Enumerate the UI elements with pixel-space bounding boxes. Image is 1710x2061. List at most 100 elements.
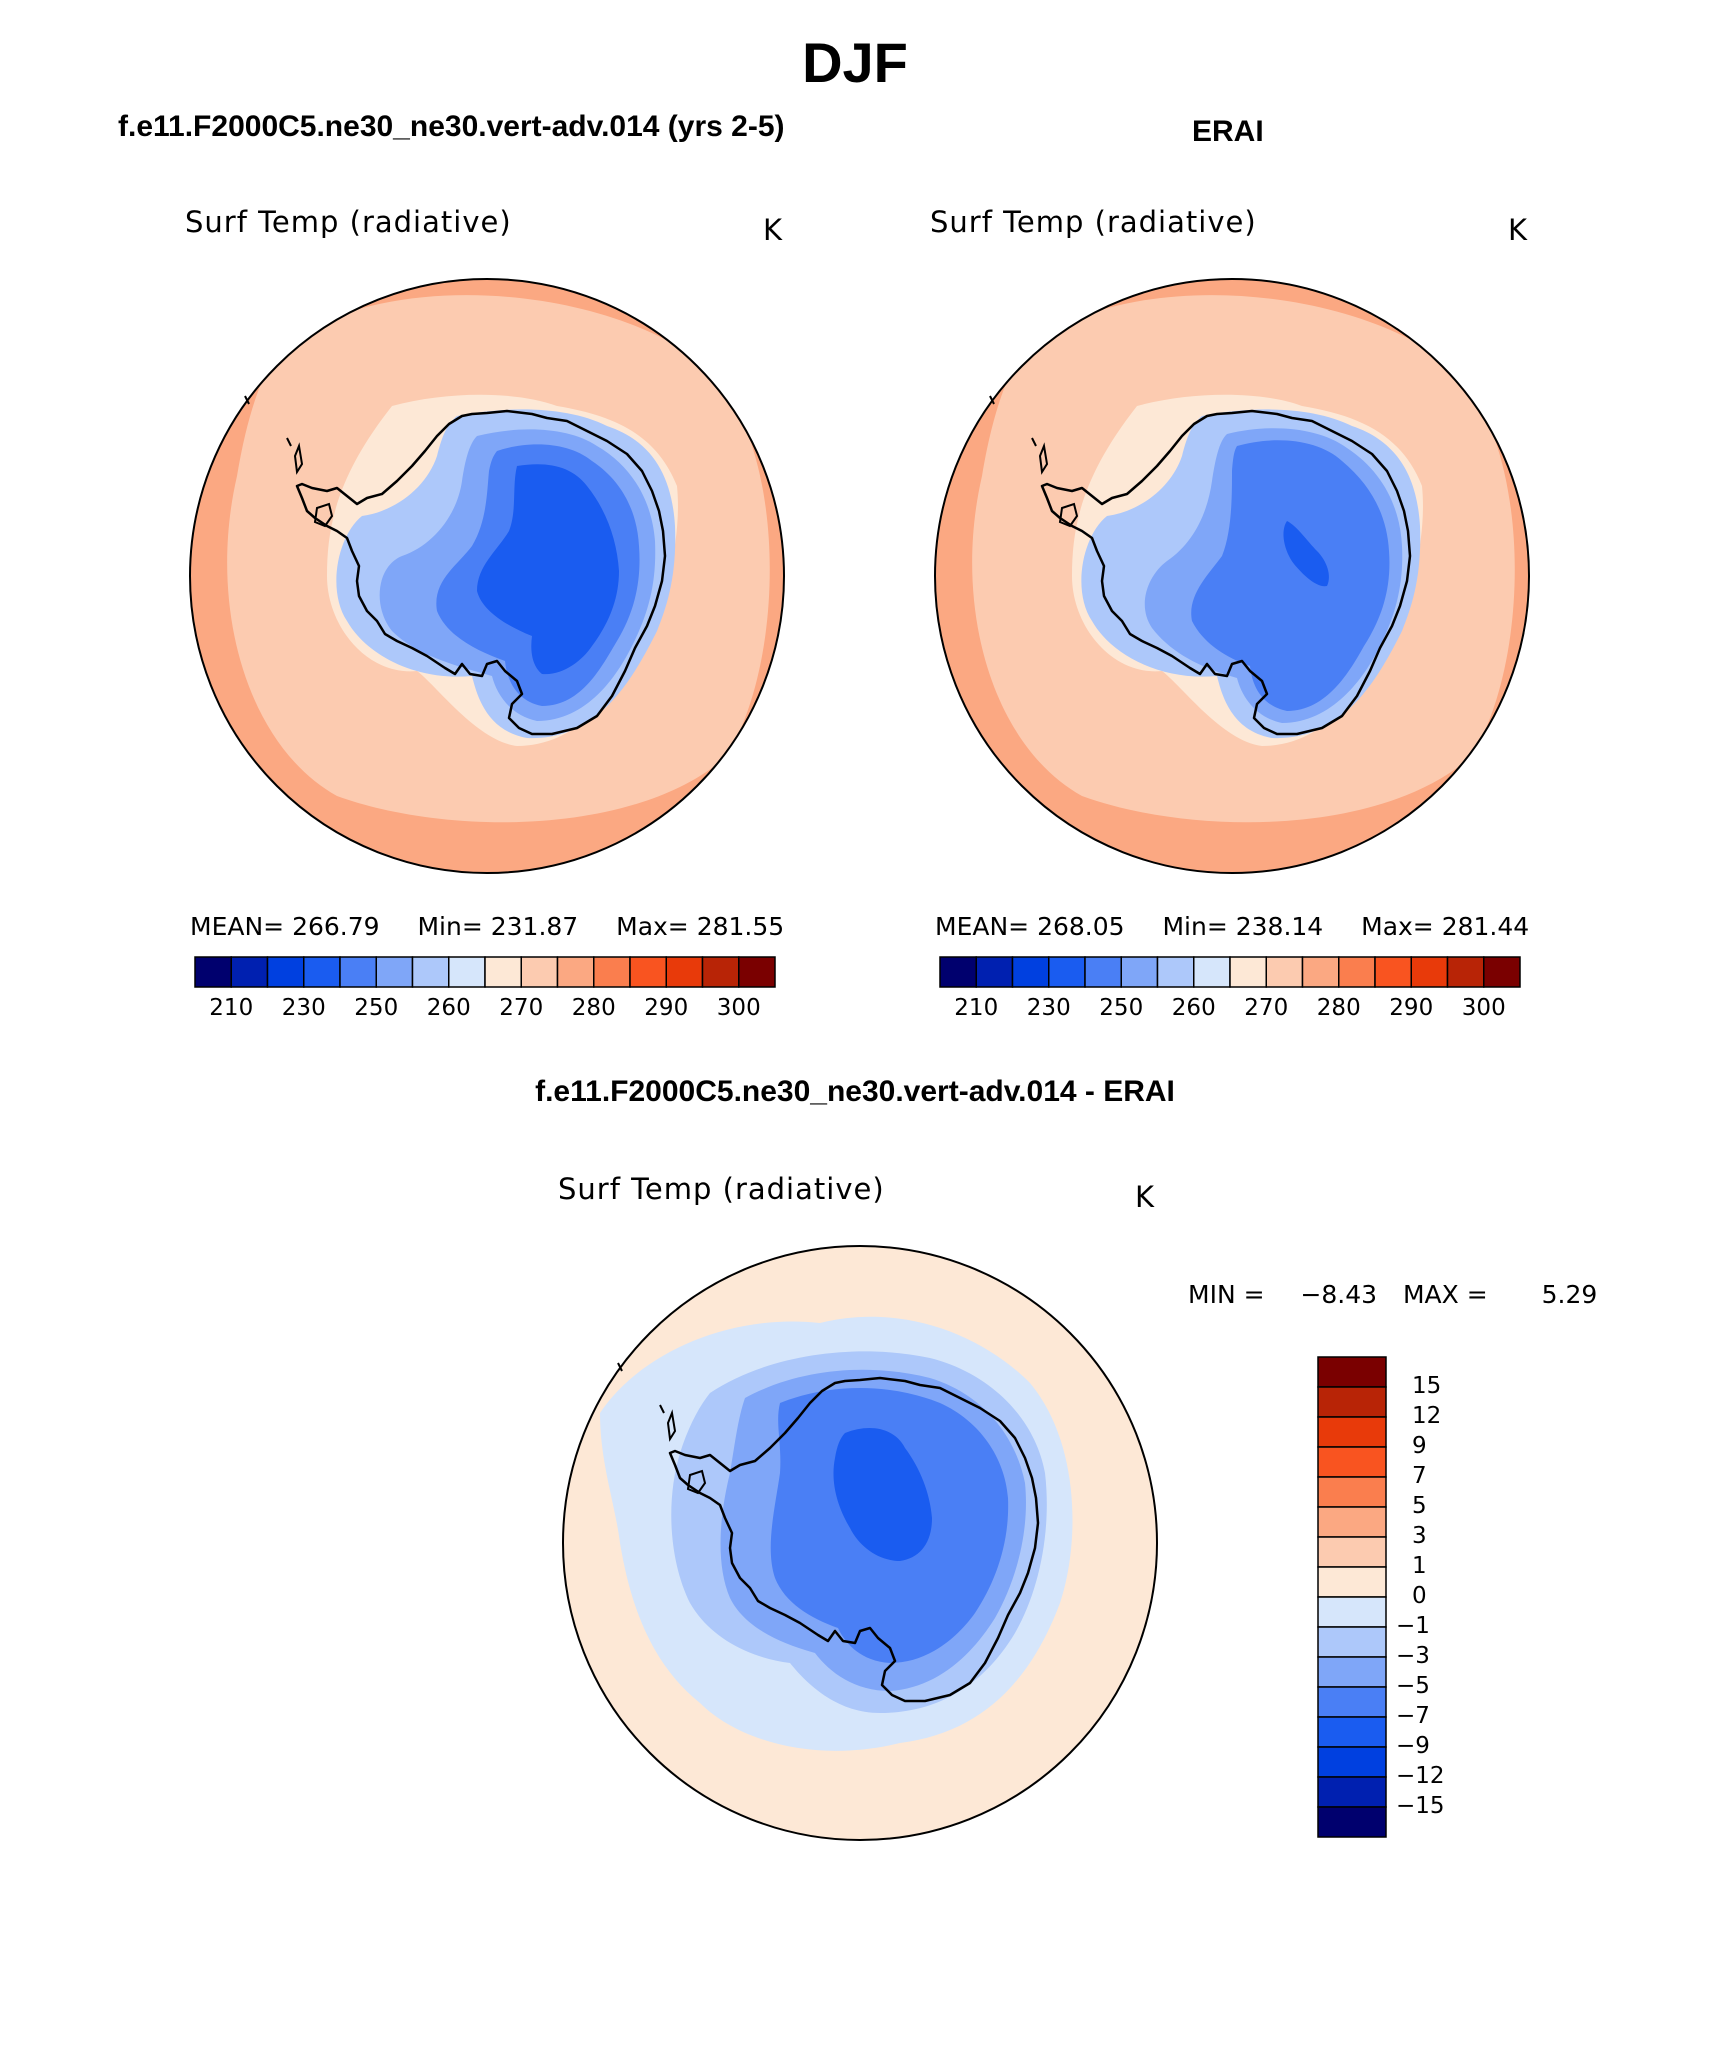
colorbar-tick-label: 230 <box>1026 995 1071 1021</box>
colorbar-tick-label: −15 <box>1396 1793 1445 1819</box>
left-min-text: Min= <box>417 912 483 941</box>
diff-min-num: −8.43 <box>1300 1280 1378 1309</box>
colorbar-box <box>1374 956 1412 988</box>
left-coastline <box>295 409 667 736</box>
colorbar-box <box>1317 1596 1387 1628</box>
colorbar-box <box>520 956 559 988</box>
colorbar-box <box>975 956 1014 988</box>
diff-max-text: MAX = <box>1402 1280 1488 1309</box>
colorbar-box <box>1120 956 1159 988</box>
colorbar-box <box>1193 956 1231 988</box>
colorbar-box <box>411 956 450 988</box>
right-units-label: K <box>1508 213 1528 247</box>
diff-units-label: K <box>1135 1180 1155 1214</box>
colorbar-box <box>1229 956 1267 988</box>
page-title: DJF <box>802 31 908 94</box>
colorbar-tick-label: 210 <box>954 995 999 1021</box>
right-coastline <box>1040 409 1412 736</box>
diff-min-text: MIN = <box>1188 1280 1265 1309</box>
left-mean-text: MEAN= <box>190 912 285 941</box>
colorbar-box <box>665 956 704 988</box>
colorbar-box <box>194 956 232 988</box>
colorbar-tick-label: 0 <box>1412 1583 1427 1609</box>
colorbar-box <box>1317 1656 1387 1688</box>
right-mean-text: MEAN= <box>935 912 1030 941</box>
colorbar-tick-label: 1 <box>1412 1553 1427 1579</box>
colorbar-box <box>375 956 414 988</box>
colorbar-box <box>1317 1386 1387 1418</box>
left-polar-map <box>189 278 785 874</box>
colorbar-box <box>1317 1716 1387 1748</box>
right-variable-label: Surf Temp (radiative) <box>930 205 1257 239</box>
colorbar-box <box>1410 956 1449 988</box>
colorbar-tick-label: −7 <box>1396 1703 1430 1729</box>
colorbar-box <box>1048 956 1086 988</box>
colorbar-tick-label: −1 <box>1396 1613 1430 1639</box>
colorbar-box <box>939 956 977 988</box>
colorbar-tick-label: 280 <box>1316 995 1361 1021</box>
diff-polar-map <box>562 1245 1158 1841</box>
colorbar-box <box>701 956 740 988</box>
left-max-text: Max= <box>616 912 689 941</box>
colorbar-tick-label: 270 <box>499 995 544 1021</box>
colorbar-box <box>1317 1566 1387 1598</box>
colorbar-tick-label: 270 <box>1244 995 1289 1021</box>
right-ice-interior <box>1191 440 1390 711</box>
colorbar-box <box>1156 956 1195 988</box>
colorbar-box <box>339 956 377 988</box>
colorbar-box <box>1317 1746 1387 1778</box>
colorbar-box <box>1317 1356 1387 1388</box>
colorbar-box <box>1011 956 1050 988</box>
left-max-num: 281.55 <box>696 912 785 941</box>
left-colorbar <box>194 956 776 988</box>
colorbar-tick-label: 250 <box>1099 995 1144 1021</box>
colorbar-tick-label: −5 <box>1396 1673 1430 1699</box>
colorbar-box <box>484 956 522 988</box>
colorbar-box <box>1338 956 1376 988</box>
right-panel-title: ERAI <box>1192 115 1264 148</box>
colorbar-tick-label: 250 <box>354 995 399 1021</box>
left-units-label: K <box>763 213 783 247</box>
colorbar-box <box>1483 956 1521 988</box>
colorbar-box <box>230 956 269 988</box>
diff-panel-title: f.e11.F2000C5.ne30_ne30.vert-adv.014 - E… <box>535 1075 1175 1108</box>
colorbar-tick-label: 15 <box>1412 1373 1442 1399</box>
colorbar-box <box>1317 1446 1387 1478</box>
diff-coastline <box>668 1376 1040 1703</box>
colorbar-box <box>303 956 341 988</box>
right-mean-num: 268.05 <box>1037 912 1125 941</box>
colorbar-box <box>1084 956 1122 988</box>
left-variable-label: Surf Temp (radiative) <box>185 205 512 239</box>
colorbar-box <box>1317 1476 1387 1508</box>
colorbar-box <box>593 956 631 988</box>
colorbar-box <box>1446 956 1485 988</box>
left-panel-title: f.e11.F2000C5.ne30_ne30.vert-adv.014 (yr… <box>118 110 785 143</box>
diff-variable-label: Surf Temp (radiative) <box>558 1172 885 1206</box>
colorbar-tick-label: 230 <box>281 995 326 1021</box>
colorbar-box <box>266 956 305 988</box>
colorbar-tick-label: 7 <box>1412 1463 1427 1489</box>
colorbar-tick-label: 260 <box>426 995 471 1021</box>
colorbar-tick-label: 3 <box>1412 1523 1427 1549</box>
right-max-num: 281.44 <box>1441 912 1530 941</box>
diff-max-num: 5.29 <box>1541 1280 1598 1309</box>
colorbar-box <box>1317 1536 1387 1568</box>
colorbar-box <box>448 956 486 988</box>
left-stats-line: MEAN= 266.79 Min= 231.87 Max= 281.55 <box>190 912 784 941</box>
diff-stats-line: MIN = −8.43 MAX = 5.29 <box>1188 1280 1597 1309</box>
colorbar-box <box>1317 1776 1387 1808</box>
colorbar-tick-label: 300 <box>1461 995 1506 1021</box>
colorbar-box <box>1317 1506 1387 1538</box>
colorbar-box <box>556 956 595 988</box>
right-min-num: 238.14 <box>1235 912 1324 941</box>
colorbar-tick-label: 210 <box>209 995 254 1021</box>
diff-colorbar <box>1317 1356 1387 1838</box>
colorbar-tick-label: −12 <box>1396 1763 1445 1789</box>
colorbar-tick-label: −9 <box>1396 1733 1430 1759</box>
left-min-num: 231.87 <box>490 912 579 941</box>
colorbar-tick-label: 9 <box>1412 1433 1427 1459</box>
colorbar-box <box>1317 1686 1387 1718</box>
colorbar-tick-label: 290 <box>1389 995 1434 1021</box>
colorbar-box <box>1301 956 1340 988</box>
colorbar-tick-label: 280 <box>571 995 616 1021</box>
